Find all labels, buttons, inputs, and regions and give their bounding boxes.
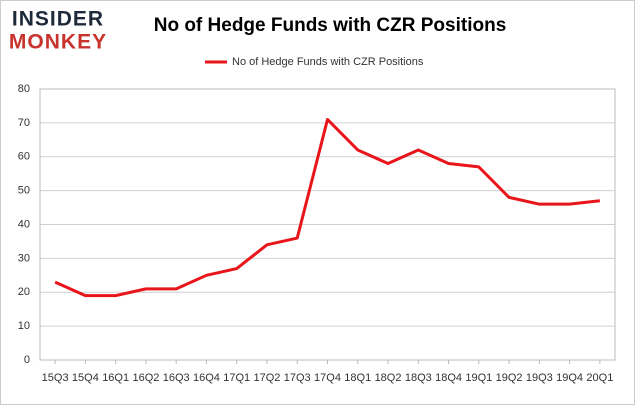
y-tick-label: 10 xyxy=(18,320,30,332)
y-tick-label: 50 xyxy=(18,185,30,197)
chart-title: No of Hedge Funds with CZR Positions xyxy=(154,15,507,36)
x-tick-label: 19Q1 xyxy=(465,372,492,384)
x-tick-label: 18Q3 xyxy=(405,372,432,384)
y-tick-label: 40 xyxy=(18,218,30,230)
x-tick-label: 16Q1 xyxy=(102,372,129,384)
x-tick-label: 17Q1 xyxy=(223,372,250,384)
x-tick-label: 20Q1 xyxy=(586,372,613,384)
logo-bottom: MONKEY xyxy=(9,31,107,54)
y-tick-label: 70 xyxy=(18,117,30,129)
y-tick-label: 30 xyxy=(18,252,30,264)
x-tick-label: 15Q3 xyxy=(42,372,69,384)
y-tick-label: 80 xyxy=(18,83,30,95)
y-tick-label: 20 xyxy=(18,286,30,298)
x-tick-label: 15Q4 xyxy=(72,372,99,384)
x-tick-label: 17Q2 xyxy=(254,372,281,384)
x-tick-label: 16Q3 xyxy=(163,372,190,384)
logo-top: INSIDER xyxy=(12,8,104,31)
x-tick-label: 17Q4 xyxy=(314,372,341,384)
x-tick-label: 18Q1 xyxy=(344,372,371,384)
data-line xyxy=(54,117,601,298)
x-tick-label: 19Q4 xyxy=(556,372,583,384)
x-tick-label: 18Q2 xyxy=(375,372,402,384)
y-tick-label: 60 xyxy=(18,151,30,163)
x-tick-label: 16Q2 xyxy=(132,372,159,384)
x-tick-label: 19Q2 xyxy=(496,372,523,384)
x-tick-label: 18Q4 xyxy=(435,372,462,384)
x-tick-label: 19Q3 xyxy=(526,372,553,384)
x-tick-label: 16Q4 xyxy=(193,372,220,384)
x-tick-label: 17Q3 xyxy=(284,372,311,384)
legend-label: No of Hedge Funds with CZR Positions xyxy=(232,56,424,68)
y-tick-label: 0 xyxy=(24,354,30,366)
